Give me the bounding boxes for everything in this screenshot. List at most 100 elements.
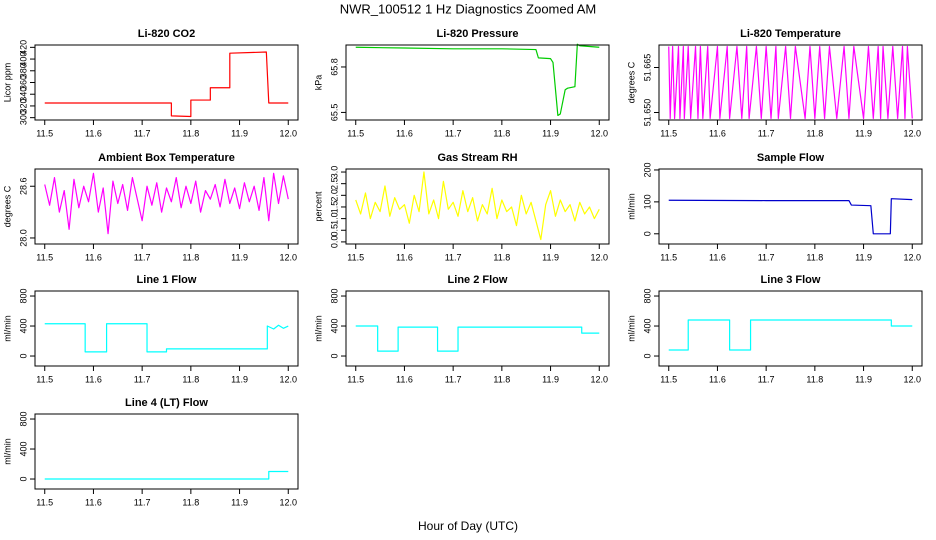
- x-tick-label: 11.6: [85, 374, 102, 384]
- plot-frame: [34, 413, 299, 490]
- x-tick-label: 11.9: [542, 252, 559, 262]
- x-tick-label: 11.5: [347, 128, 364, 138]
- x-tick-label: 11.6: [709, 374, 726, 384]
- x-tick-label: 11.5: [660, 374, 677, 384]
- x-tick-label: 11.8: [806, 128, 823, 138]
- plot-frame: [658, 290, 923, 367]
- x-tick-label: 11.5: [36, 497, 53, 507]
- y-tick-label: 65.8: [329, 58, 339, 76]
- x-tick-label: 11.6: [396, 252, 413, 262]
- panel-title: Li-820 CO2: [138, 28, 195, 40]
- y-tick-label: 0: [642, 354, 652, 359]
- data-line: [44, 323, 289, 353]
- plot-frame: [658, 168, 923, 245]
- y-axis-label: ml/min: [626, 315, 636, 342]
- y-axis-label: ml/min: [626, 193, 636, 220]
- plot-frame: [34, 290, 299, 367]
- plot-frame: [345, 44, 610, 121]
- y-axis-label: ml/min: [2, 315, 12, 342]
- y-tick-label: 28.0: [18, 229, 28, 247]
- y-tick-label: 51.665: [642, 54, 652, 82]
- y-tick-label: 340: [18, 87, 28, 102]
- y-tick-label: 0.0: [329, 236, 339, 249]
- panel-title: Ambient Box Temperature: [98, 152, 235, 164]
- y-tick-label: 0: [18, 354, 28, 359]
- x-tick-label: 11.7: [134, 374, 151, 384]
- x-tick-label: 11.7: [758, 374, 775, 384]
- x-tick-label: 12.0: [279, 128, 297, 138]
- x-tick-label: 11.8: [493, 128, 510, 138]
- x-tick-label: 12.0: [279, 374, 297, 384]
- data-line: [44, 172, 289, 235]
- data-line: [668, 319, 913, 351]
- y-axis-label: ml/min: [2, 438, 12, 465]
- x-tick-label: 11.7: [445, 252, 462, 262]
- panel-title: Line 4 (LT) Flow: [125, 397, 208, 409]
- x-tick-label: 11.6: [85, 128, 102, 138]
- x-tick-label: 11.5: [347, 374, 364, 384]
- x-tick-label: 11.6: [85, 252, 102, 262]
- y-tick-label: 65.5: [329, 104, 339, 122]
- y-tick-label: 0: [18, 477, 28, 482]
- panel-title: Sample Flow: [757, 152, 825, 164]
- y-tick-label: 200: [642, 162, 652, 177]
- y-tick-label: 400: [642, 319, 652, 334]
- y-tick-label: 800: [642, 289, 652, 304]
- x-tick-label: 11.7: [134, 497, 151, 507]
- y-tick-label: 380: [18, 63, 28, 78]
- x-tick-label: 11.8: [182, 252, 199, 262]
- y-tick-label: 400: [18, 52, 28, 67]
- y-tick-label: 28.6: [18, 177, 28, 195]
- plot-frame: [345, 168, 610, 245]
- y-tick-label: 1.0: [329, 212, 339, 225]
- x-tick-label: 11.6: [85, 497, 102, 507]
- x-tick-label: 11.9: [855, 128, 872, 138]
- panel-title: Gas Stream RH: [437, 152, 517, 164]
- x-tick-label: 11.8: [806, 374, 823, 384]
- page-title: NWR_100512 1 Hz Diagnostics Zoomed AM: [340, 1, 597, 16]
- x-tick-label: 11.7: [758, 252, 775, 262]
- x-tick-label: 11.6: [709, 128, 726, 138]
- x-axis-label: Hour of Day (UTC): [418, 519, 518, 533]
- data-line: [668, 198, 913, 235]
- data-line: [668, 45, 913, 120]
- x-tick-label: 11.8: [493, 252, 510, 262]
- x-tick-label: 12.0: [590, 252, 608, 262]
- x-tick-label: 11.9: [231, 252, 248, 262]
- y-tick-label: 400: [18, 442, 28, 457]
- y-tick-label: 51.650: [642, 99, 652, 127]
- y-tick-label: 320: [18, 98, 28, 113]
- x-tick-label: 11.7: [134, 128, 151, 138]
- y-tick-label: 3.0: [329, 166, 339, 179]
- y-tick-label: 0: [642, 231, 652, 236]
- panel-title: Li-820 Temperature: [740, 28, 841, 40]
- y-axis-label: Licor ppm: [2, 63, 12, 103]
- x-tick-label: 12.0: [279, 252, 297, 262]
- x-tick-label: 11.5: [36, 374, 53, 384]
- y-axis-label: ml/min: [313, 315, 323, 342]
- x-tick-label: 11.9: [542, 128, 559, 138]
- y-tick-label: 420: [18, 40, 28, 55]
- y-tick-label: 300: [18, 110, 28, 125]
- x-tick-label: 11.8: [182, 374, 199, 384]
- plot-frame: [34, 168, 299, 245]
- plot-frame: [658, 44, 923, 121]
- y-tick-label: 800: [18, 289, 28, 304]
- x-tick-label: 11.5: [660, 128, 677, 138]
- y-tick-label: 100: [642, 194, 652, 209]
- x-tick-label: 11.6: [396, 128, 413, 138]
- x-tick-label: 12.0: [903, 252, 921, 262]
- x-tick-label: 12.0: [590, 374, 608, 384]
- y-tick-label: 800: [329, 289, 339, 304]
- y-tick-label: 0.5: [329, 224, 339, 237]
- x-tick-label: 11.9: [231, 374, 248, 384]
- plot-frame: [345, 290, 610, 367]
- x-tick-label: 12.0: [903, 374, 921, 384]
- x-tick-label: 11.6: [709, 252, 726, 262]
- x-tick-label: 11.5: [660, 252, 677, 262]
- x-tick-label: 12.0: [590, 128, 608, 138]
- x-tick-label: 11.9: [855, 252, 872, 262]
- data-line: [355, 325, 600, 352]
- y-tick-label: 1.5: [329, 201, 339, 214]
